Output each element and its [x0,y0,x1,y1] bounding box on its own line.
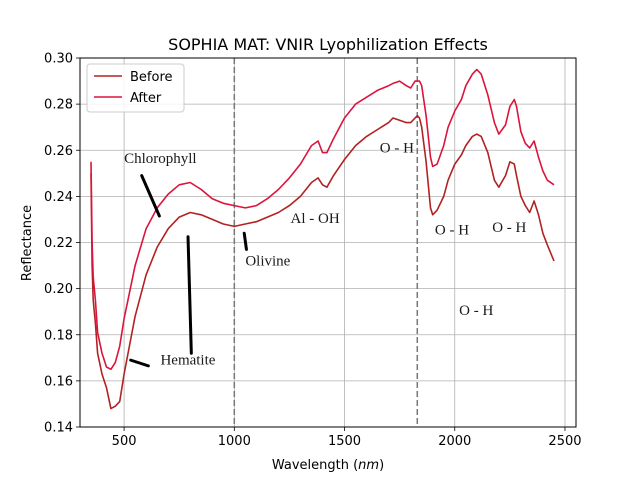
annotation-label: O - H [492,220,526,236]
annotations: Chlorophyll Hematite Olivine Al - OH O - H O … [124,141,526,369]
legend: Before After [86,63,185,113]
y-tick-label: 0.22 [44,236,73,251]
y-tick-label: 0.26 [44,144,73,159]
x-tick-label: 1500 [328,434,361,449]
y-tick-label: 0.14 [44,421,73,436]
annotation-label: Al - OH [291,211,340,227]
y-tick-label: 0.18 [44,328,73,343]
legend-label-before: Before [130,70,173,85]
series-line-after [90,68,555,371]
series-lines [90,68,555,410]
y-tick-label: 0.24 [44,190,73,205]
x-tick-label: 500 [112,434,137,449]
y-tick-label: 0.20 [44,282,73,297]
annotation-label: O - H [380,141,414,157]
x-tick-label: 1000 [218,434,251,449]
y-tick-label: 0.30 [44,52,73,67]
x-axis-label: Wavelength [272,458,349,473]
annotation-marker [140,174,161,218]
reference-lines [233,58,419,427]
legend-label-after: After [130,91,162,106]
annotation-label: Olivine [245,254,290,270]
y-axis-title: Reflectance [20,205,35,281]
y-tick-label: 0.16 [44,374,73,389]
x-axis-unit: nm [358,458,379,473]
series-line-before [90,114,555,410]
annotation-label: O - H [459,303,493,319]
x-tick-label: 2000 [438,434,471,449]
annotation-label: Chlorophyll [124,151,197,167]
annotation-marker [186,235,193,355]
annotation-marker [242,231,248,251]
chart-title: SOPHIA MAT: VNIR Lyophilization Effects [168,35,488,54]
annotation-label: Hematite [160,353,215,369]
annotation-label: O - H [435,222,469,238]
x-axis-title: Wavelength (nm) [272,458,384,473]
annotation-markers [129,174,248,368]
annotation-marker [129,358,150,368]
y-tick-label: 0.28 [44,98,73,113]
ticks: 500 1000 1500 2000 2500 0.14 0.16 0.18 0.20 0.22 0… [44,52,581,450]
x-tick-label: 2500 [548,434,581,449]
